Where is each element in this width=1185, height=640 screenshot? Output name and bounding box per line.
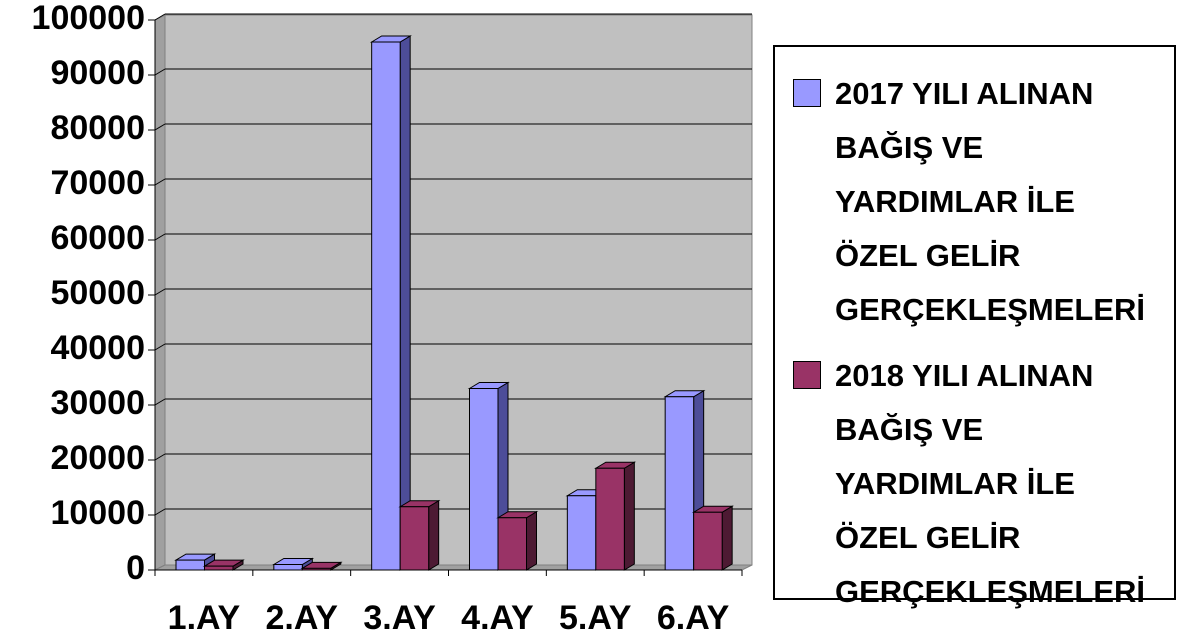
bar [175,559,205,571]
y-tick-label: 70000 [50,164,145,202]
floor [154,564,753,571]
bar [693,511,723,571]
grid-line [154,288,166,296]
grid-line [154,68,166,76]
bar [566,495,597,571]
bar [664,396,695,571]
y-tick-label: 0 [126,549,145,587]
y-tick-label: 80000 [50,109,145,147]
back-wall [164,14,753,566]
x-tick-label: 1.AY [168,599,241,637]
grid-line [154,453,166,461]
grid-line [154,508,166,516]
y-tick-label: 60000 [50,219,145,257]
grid-line [154,233,166,241]
legend-entry: 2018 YILI ALINAN BAĞIŞ VE YARDIMLAR İLE … [793,349,1170,619]
bar-side [623,461,635,571]
grid-line [154,343,166,351]
bar-side [721,505,733,571]
bar [371,41,401,571]
bar [273,564,303,571]
y-tick-label: 90000 [50,54,145,92]
grid-line [154,178,166,186]
x-tick-label: 6.AY [657,599,730,637]
x-tick-label: 2.AY [266,599,339,637]
bar [595,467,625,571]
bar-side [526,510,537,571]
legend: 2017 YILI ALINAN BAĞIŞ VE YARDIMLAR İLE … [773,45,1176,609]
y-tick-label: 30000 [50,384,145,422]
y-tick-label: 20000 [50,439,145,477]
bar-side [428,499,440,571]
grid-line [154,398,166,406]
grid-line [154,123,166,131]
bar [204,565,234,571]
legend-swatch [793,79,821,107]
legend-entry: 2017 YILI ALINAN BAĞIŞ VE YARDIMLAR İLE … [793,67,1170,337]
legend-label: 2018 YILI ALINAN BAĞIŞ VE YARDIMLAR İLE … [835,358,1146,609]
x-tick-label: 3.AY [363,599,436,637]
y-tick-label: 40000 [50,329,145,367]
bar [301,567,332,571]
y-tick-label: 50000 [50,274,145,312]
legend-label: 2017 YILI ALINAN BAĞIŞ VE YARDIMLAR İLE … [835,76,1146,327]
y-tick-label: 100000 [32,0,145,37]
grid-line [154,13,166,21]
x-tick-label: 4.AY [461,599,534,637]
bar [497,517,527,571]
bar-side [399,35,411,571]
bar [469,388,499,571]
y-tick-label: 10000 [50,494,145,532]
bar [399,506,430,571]
legend-swatch [793,361,821,389]
x-tick-label: 5.AY [559,599,632,637]
